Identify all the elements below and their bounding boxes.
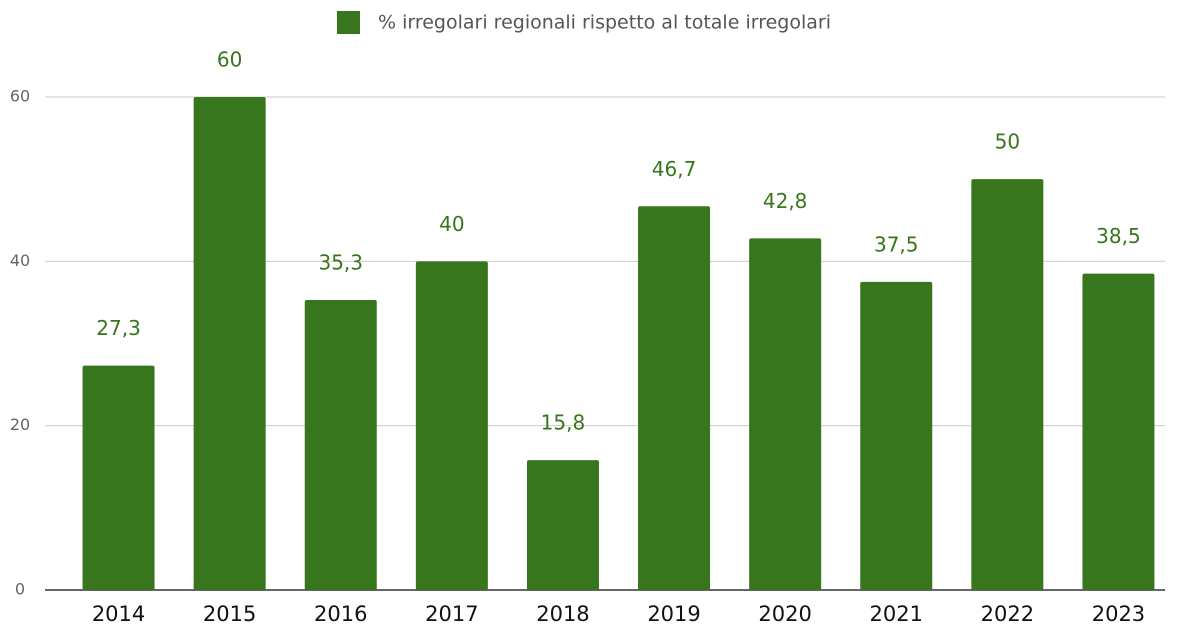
x-tick-label: 2023 <box>1092 602 1145 626</box>
bar <box>1082 273 1155 590</box>
x-tick-label: 2021 <box>870 602 923 626</box>
y-tick-label: 20 <box>10 415 30 434</box>
x-tick-label: 2014 <box>92 602 145 626</box>
x-tick-label: 2022 <box>981 602 1034 626</box>
x-tick-label: 2020 <box>758 602 811 626</box>
data-label: 60 <box>217 48 242 72</box>
bar <box>860 281 933 590</box>
data-label: 42,8 <box>763 189 808 213</box>
bar <box>971 179 1044 590</box>
data-label: 37,5 <box>874 232 919 256</box>
data-label: 40 <box>439 212 464 236</box>
bar <box>82 365 155 590</box>
bar <box>638 206 711 590</box>
x-tick-label: 2015 <box>203 602 256 626</box>
data-label: 50 <box>995 130 1020 154</box>
x-tick-label: 2016 <box>314 602 367 626</box>
y-tick-label: 0 <box>15 580 25 599</box>
legend-swatch <box>337 11 360 34</box>
x-tick-label: 2019 <box>647 602 700 626</box>
data-label: 46,7 <box>652 157 697 181</box>
legend-label: % irregolari regionali rispetto al total… <box>378 12 831 34</box>
bar <box>304 299 377 590</box>
bar <box>415 261 488 590</box>
bar <box>193 97 266 590</box>
x-tick-label: 2017 <box>425 602 478 626</box>
data-label: 38,5 <box>1096 224 1141 248</box>
x-tick-label: 2018 <box>536 602 589 626</box>
data-label: 35,3 <box>318 250 363 274</box>
y-tick-label: 60 <box>10 87 30 106</box>
data-label: 27,3 <box>96 316 141 340</box>
y-tick-label: 40 <box>10 251 30 270</box>
data-label: 15,8 <box>541 411 586 435</box>
bar <box>526 460 599 590</box>
bar <box>749 238 822 590</box>
